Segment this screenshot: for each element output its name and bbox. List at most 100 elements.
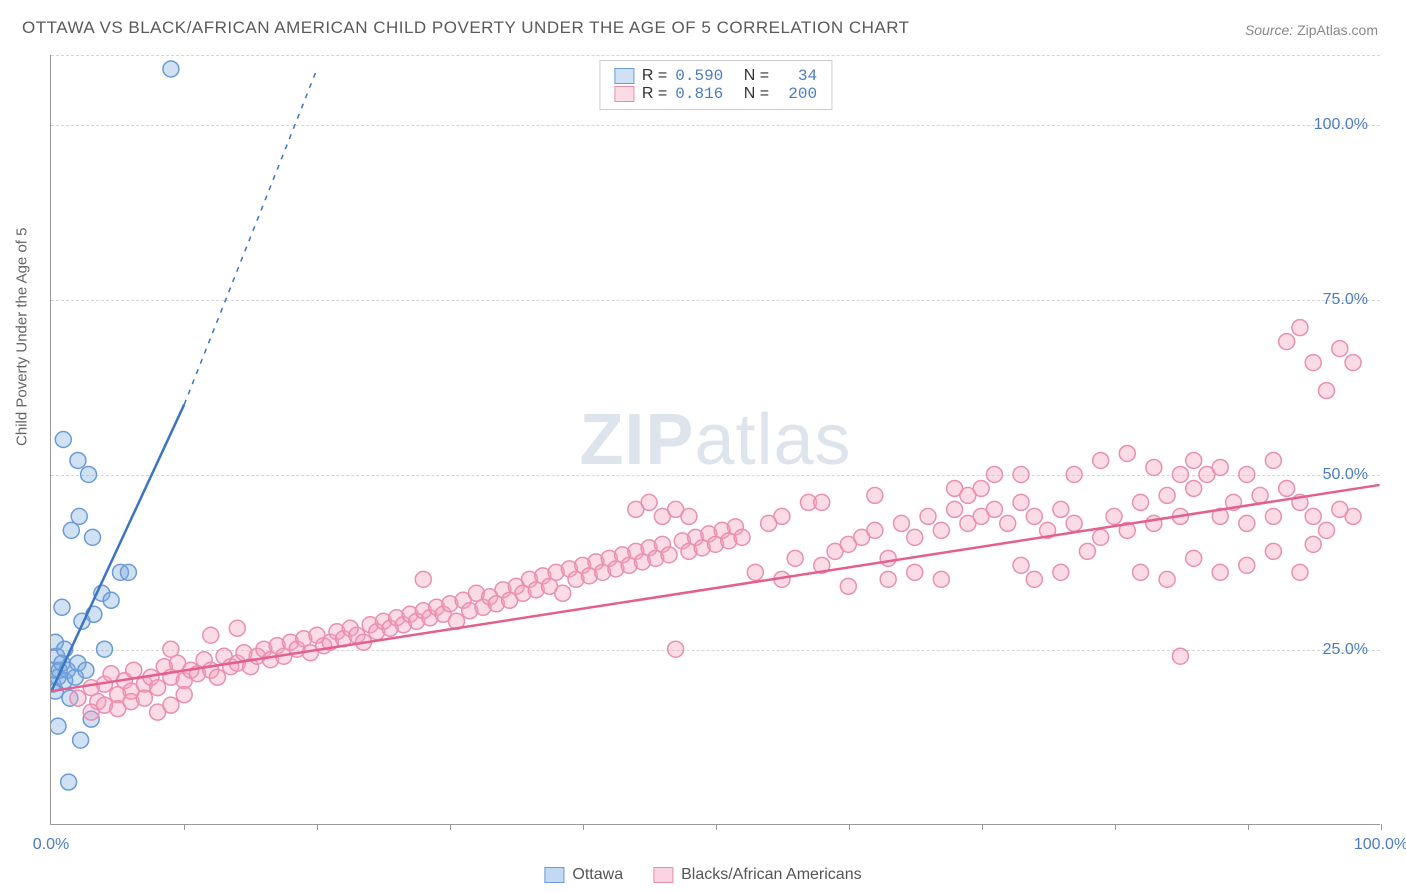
legend-swatch: [653, 867, 673, 883]
data-point: [1252, 487, 1268, 503]
legend-bottom: Ottawa Blacks/African Americans: [544, 866, 861, 884]
data-point: [668, 641, 684, 657]
data-point: [163, 61, 179, 77]
chart-area: ZIPatlas R = 0.590 N = 34 R = 0.816 N = …: [50, 55, 1380, 825]
data-point: [1305, 508, 1321, 524]
data-point: [1212, 459, 1228, 475]
chart-title: OTTAWA VS BLACK/AFRICAN AMERICAN CHILD P…: [22, 18, 910, 38]
legend-swatch-ottawa: [614, 68, 634, 84]
data-point: [97, 641, 113, 657]
data-point: [933, 522, 949, 538]
data-point: [209, 669, 225, 685]
x-tick: [583, 824, 584, 830]
y-axis-label: Child Poverty Under the Age of 5: [14, 228, 31, 446]
data-point: [71, 508, 87, 524]
data-point: [1146, 515, 1162, 531]
x-tick: [849, 824, 850, 830]
data-point: [555, 585, 571, 601]
data-point: [1319, 383, 1335, 399]
trend-line-extrapolated: [184, 69, 317, 405]
data-point: [1265, 452, 1281, 468]
data-point: [120, 564, 136, 580]
data-point: [54, 599, 70, 615]
data-point: [787, 550, 803, 566]
data-point: [1186, 452, 1202, 468]
x-tick-label: 100.0%: [1354, 836, 1406, 854]
data-point: [70, 690, 86, 706]
data-point: [51, 718, 66, 734]
data-point: [203, 627, 219, 643]
data-point: [1332, 501, 1348, 517]
data-point: [1133, 564, 1149, 580]
data-point: [986, 501, 1002, 517]
data-point: [641, 494, 657, 510]
data-point: [907, 529, 923, 545]
data-point: [1239, 466, 1255, 482]
data-point: [415, 571, 431, 587]
source-value: ZipAtlas.com: [1297, 22, 1378, 38]
data-point: [747, 564, 763, 580]
data-point: [1053, 564, 1069, 580]
data-point: [1013, 557, 1029, 573]
legend-row-ottawa: R = 0.590 N = 34: [614, 67, 817, 85]
data-point: [947, 501, 963, 517]
data-point: [1332, 341, 1348, 357]
data-point: [163, 697, 179, 713]
data-point: [1066, 466, 1082, 482]
data-point: [1079, 543, 1095, 559]
data-point: [126, 662, 142, 678]
n-value-blacks: 200: [777, 85, 817, 103]
x-tick: [1248, 824, 1249, 830]
source-label: Source:: [1245, 22, 1293, 38]
data-point: [661, 547, 677, 563]
r-label: R =: [642, 85, 667, 103]
data-point: [986, 466, 1002, 482]
data-point: [1292, 564, 1308, 580]
data-point: [1133, 494, 1149, 510]
data-point: [1066, 515, 1082, 531]
x-tick: [450, 824, 451, 830]
data-point: [734, 529, 750, 545]
legend-swatch-blacks: [614, 86, 634, 102]
data-point: [1265, 508, 1281, 524]
data-point: [893, 515, 909, 531]
legend-row-blacks: R = 0.816 N = 200: [614, 85, 817, 103]
legend-swatch: [544, 867, 564, 883]
data-point: [176, 687, 192, 703]
data-point: [1239, 557, 1255, 573]
data-point: [867, 487, 883, 503]
data-point: [933, 571, 949, 587]
legend-label: Blacks/African Americans: [681, 866, 862, 884]
legend-correlation: R = 0.590 N = 34 R = 0.816 N = 200: [599, 60, 832, 110]
data-point: [78, 662, 94, 678]
data-point: [1013, 466, 1029, 482]
data-point: [150, 680, 166, 696]
x-tick: [184, 824, 185, 830]
data-point: [1172, 648, 1188, 664]
data-point: [55, 432, 71, 448]
n-label: N =: [744, 67, 769, 85]
n-label: N =: [744, 85, 769, 103]
data-point: [1093, 529, 1109, 545]
x-tick-label: 0.0%: [33, 836, 69, 854]
data-point: [1119, 445, 1135, 461]
r-value-ottawa: 0.590: [675, 67, 723, 85]
x-tick: [982, 824, 983, 830]
data-point: [1146, 459, 1162, 475]
data-point: [163, 641, 179, 657]
r-value-blacks: 0.816: [675, 85, 723, 103]
data-point: [1159, 571, 1175, 587]
data-point: [1279, 480, 1295, 496]
data-point: [1026, 508, 1042, 524]
x-tick: [1381, 824, 1382, 830]
data-point: [1345, 355, 1361, 371]
data-point: [73, 732, 89, 748]
data-point: [1106, 508, 1122, 524]
data-point: [1265, 543, 1281, 559]
data-point: [920, 508, 936, 524]
data-point: [1186, 480, 1202, 496]
legend-item: Ottawa: [544, 866, 623, 884]
data-point: [867, 522, 883, 538]
data-point: [1305, 355, 1321, 371]
x-tick: [716, 824, 717, 830]
